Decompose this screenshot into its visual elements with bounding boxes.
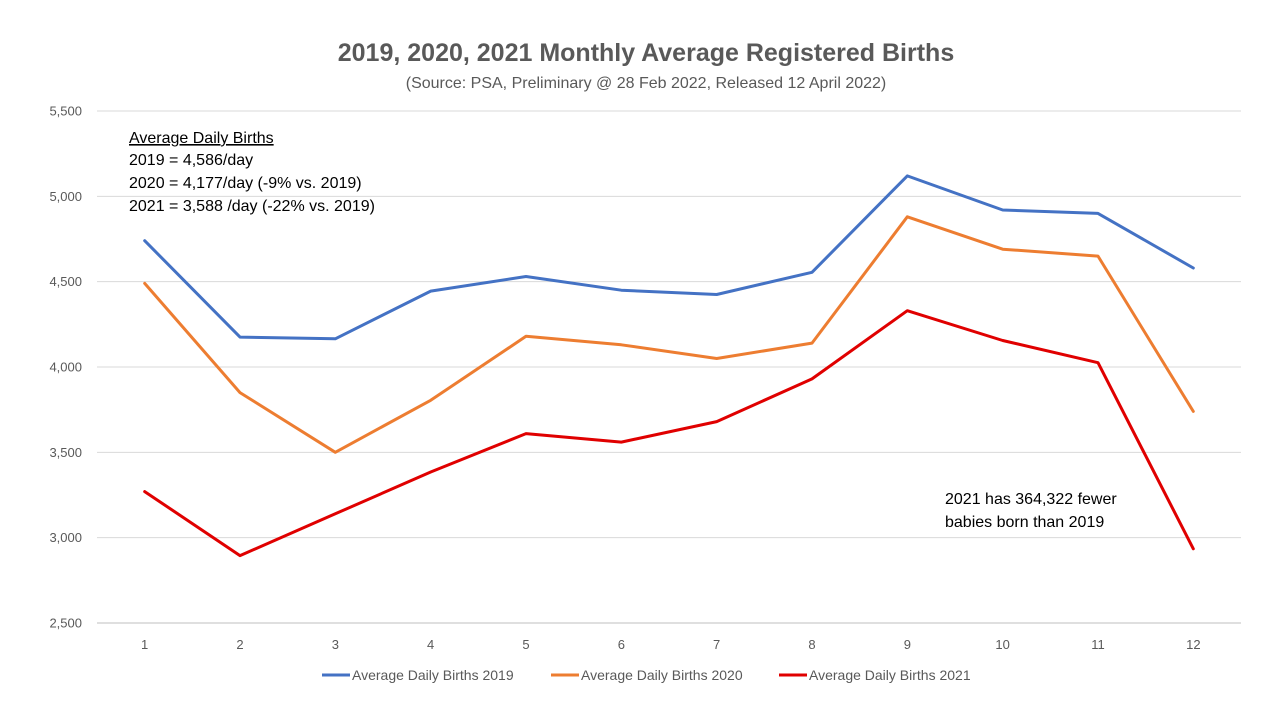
x-tick-label: 7 bbox=[713, 637, 720, 652]
note-line-1: 2021 has 364,322 fewer bbox=[945, 491, 1117, 508]
x-tick-label: 3 bbox=[332, 637, 339, 652]
x-tick-label: 4 bbox=[427, 637, 434, 652]
x-tick-label: 9 bbox=[904, 637, 911, 652]
series-line-1 bbox=[143, 174, 1195, 341]
daily-births-heading: Average Daily Births bbox=[129, 130, 274, 147]
daily-births-annotation: Average Daily Births 2019 = 4,586/day 20… bbox=[129, 130, 375, 215]
x-tick-label: 11 bbox=[1091, 637, 1105, 652]
gridlines bbox=[97, 110, 1241, 624]
y-tick-label: 4,500 bbox=[49, 274, 82, 289]
chart-title: 2019, 2020, 2021 Monthly Average Registe… bbox=[338, 39, 954, 67]
x-tick-label: 12 bbox=[1186, 637, 1200, 652]
legend: Average Daily Births 2019 Average Daily B… bbox=[322, 667, 971, 683]
series-lines bbox=[143, 174, 1195, 558]
y-tick-label: 3,500 bbox=[49, 445, 82, 460]
y-tick-label: 5,000 bbox=[49, 189, 82, 204]
x-tick-label: 5 bbox=[522, 637, 529, 652]
note-line-2: babies born than 2019 bbox=[945, 514, 1104, 531]
legend-label-3: Average Daily Births 2021 bbox=[809, 667, 971, 683]
legend-label-1: Average Daily Births 2019 bbox=[352, 667, 514, 683]
x-tick-label: 1 bbox=[141, 637, 148, 652]
y-tick-label: 5,500 bbox=[49, 104, 82, 119]
x-tick-label: 8 bbox=[808, 637, 815, 652]
series-line-3 bbox=[143, 309, 1195, 558]
y-tick-label: 4,000 bbox=[49, 360, 82, 375]
daily-births-2019: 2019 = 4,586/day bbox=[129, 152, 253, 169]
chart-subtitle: (Source: PSA, Preliminary @ 28 Feb 2022,… bbox=[406, 75, 887, 92]
y-tick-label: 3,000 bbox=[49, 530, 82, 545]
series-line-2 bbox=[143, 215, 1195, 454]
daily-births-2020: 2020 = 4,177/day (-9% vs. 2019) bbox=[129, 175, 362, 192]
y-axis-ticks: 2,500 3,000 3,500 4,000 4,500 5,000 5,500 bbox=[49, 104, 82, 631]
fewer-births-note: 2021 has 364,322 fewer babies born than … bbox=[945, 491, 1117, 531]
x-axis-ticks: 1 2 3 4 5 6 7 8 9 10 11 12 bbox=[141, 637, 1201, 652]
x-tick-label: 10 bbox=[995, 637, 1009, 652]
daily-births-2021: 2021 = 3,588 /day (-22% vs. 2019) bbox=[129, 198, 375, 215]
x-tick-label: 2 bbox=[236, 637, 243, 652]
legend-label-2: Average Daily Births 2020 bbox=[581, 667, 743, 683]
y-tick-label: 2,500 bbox=[49, 616, 82, 631]
x-tick-label: 6 bbox=[618, 637, 625, 652]
